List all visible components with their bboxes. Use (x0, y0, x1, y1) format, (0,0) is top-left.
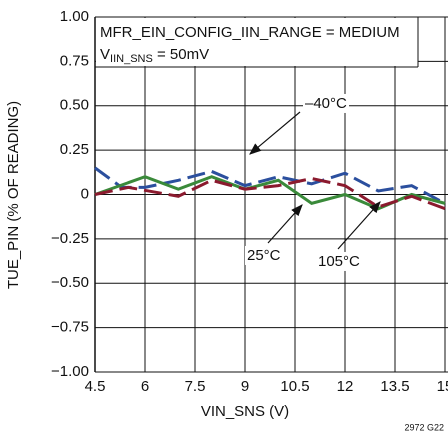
x-tick-label: 9 (241, 378, 249, 395)
y-tick-label: 0.50 (60, 97, 89, 114)
y-tick-label: −1.00 (51, 363, 89, 380)
series-label-background (303, 93, 350, 113)
x-axis-label: VIN_SNS (V) (201, 403, 289, 420)
annotation-title: MFR_EIN_CONFIG_IIN_RANGE = MEDIUM (100, 24, 400, 41)
y-tick-label: 0.75 (60, 52, 89, 69)
x-tick-label: 6 (141, 378, 149, 395)
y-axis-label: TUE_PIN (% OF READING) (5, 101, 22, 289)
y-tick-label: 1.00 (60, 8, 89, 25)
annotation-arrow (267, 204, 303, 244)
series-label: 105°C (318, 253, 360, 270)
x-tick-label: 15 (437, 378, 448, 395)
subtitle-sub: IIN_SNS (110, 53, 153, 65)
y-tick-label: 0.25 (60, 141, 89, 158)
x-tick-label: 13.5 (380, 378, 409, 395)
y-tick-label: −0.25 (51, 230, 89, 247)
figure-note: 2972 G22 (404, 422, 444, 432)
annotation-arrow (249, 111, 301, 155)
annotation-arrow (337, 201, 381, 250)
x-tick-label: 10.5 (280, 378, 309, 395)
x-tick-label: 12 (337, 378, 354, 395)
y-tick-label: −0.50 (51, 274, 89, 291)
data-line (94, 176, 446, 211)
x-tick-label: 7.5 (185, 378, 206, 395)
annotation-subtitle: VIIN_SNS = 50mV (100, 46, 209, 65)
series-label: –40°C (305, 95, 347, 112)
subtitle-rest: = 50mV (153, 46, 209, 63)
title-background (96, 18, 418, 66)
series-label-background (316, 251, 363, 271)
y-tick-label: 0 (81, 185, 89, 202)
data-line (94, 166, 446, 205)
series-label: 25°C (247, 247, 281, 264)
series-label-background (245, 245, 283, 265)
x-tick-label: 4.5 (85, 378, 106, 395)
y-tick-label: −0.75 (51, 319, 89, 336)
subtitle-main: V (100, 46, 110, 63)
